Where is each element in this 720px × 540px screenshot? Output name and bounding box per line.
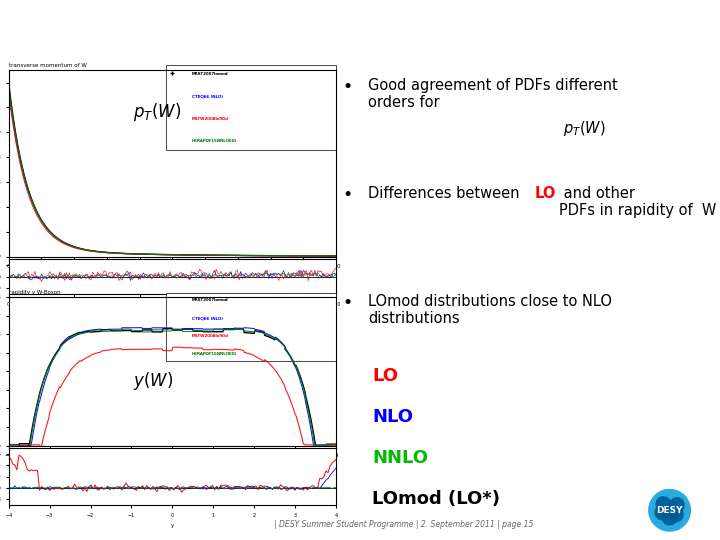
Text: transverse momentum of W: transverse momentum of W — [9, 63, 86, 69]
Text: MSTW2008lo90cl: MSTW2008lo90cl — [192, 334, 230, 338]
Text: Differences between: Differences between — [368, 186, 524, 201]
Text: HERAPDF15NNLOEIG: HERAPDF15NNLOEIG — [192, 139, 238, 143]
Text: •: • — [342, 294, 352, 312]
FancyBboxPatch shape — [166, 65, 336, 150]
Polygon shape — [669, 507, 683, 522]
Text: •: • — [342, 186, 352, 204]
X-axis label: $p_T$ [GeV]: $p_T$ [GeV] — [158, 275, 186, 284]
Text: Results for Different PDFs: W histograms: Results for Different PDFs: W histograms — [9, 21, 496, 41]
Text: MSTW2008lo90cl: MSTW2008lo90cl — [192, 117, 230, 121]
Text: MSTW2008lo90cl: MSTW2008lo90cl — [192, 334, 230, 338]
Text: Good agreement of PDFs different
orders for: Good agreement of PDFs different orders … — [368, 78, 618, 110]
Text: DESY: DESY — [657, 506, 683, 515]
Text: CTEQ66 (NLO): CTEQ66 (NLO) — [192, 94, 223, 98]
Text: MRST2007lomod: MRST2007lomod — [192, 72, 229, 76]
Text: LO: LO — [372, 367, 398, 385]
Text: HERAPDF15NNLOEIG: HERAPDF15NNLOEIG — [192, 352, 238, 356]
Polygon shape — [662, 510, 677, 525]
Text: CTEQ66 (NLO): CTEQ66 (NLO) — [192, 94, 223, 98]
X-axis label: y: y — [171, 523, 174, 528]
X-axis label: y: y — [171, 464, 174, 470]
Text: HERAPDF15NNLOEIG: HERAPDF15NNLOEIG — [192, 352, 238, 356]
Text: and other
PDFs in rapidity of  W as expected: and other PDFs in rapidity of W as expec… — [559, 186, 720, 218]
Text: HERAPDF15NNLOEIG: HERAPDF15NNLOEIG — [192, 139, 238, 143]
Text: LOmod (LO*): LOmod (LO*) — [372, 490, 500, 508]
Text: MRST2007lomod: MRST2007lomod — [192, 299, 229, 302]
Text: NLO: NLO — [372, 408, 413, 426]
Polygon shape — [655, 505, 670, 519]
Text: MRST2007lomod: MRST2007lomod — [192, 299, 229, 302]
Text: $y(W)$: $y(W)$ — [133, 370, 174, 392]
Text: | DESY Summer Student Programme | 2. September 2011 | page 15: | DESY Summer Student Programme | 2. Sep… — [274, 519, 533, 529]
Text: LO: LO — [535, 186, 556, 201]
Text: rapidity y W-Boson: rapidity y W-Boson — [9, 290, 60, 295]
Text: LOmod distributions close to NLO
distributions: LOmod distributions close to NLO distrib… — [368, 294, 612, 326]
Polygon shape — [670, 498, 684, 512]
Text: $p_T(W)$: $p_T(W)$ — [133, 101, 181, 123]
Text: CTEQ66 (NLO): CTEQ66 (NLO) — [192, 316, 223, 320]
FancyBboxPatch shape — [166, 293, 336, 361]
Polygon shape — [656, 497, 670, 511]
Text: MSTW2008lo90cl: MSTW2008lo90cl — [192, 117, 230, 121]
Text: CTEQ66 (NLO): CTEQ66 (NLO) — [192, 316, 223, 320]
X-axis label: $p_T$ [GeV]: $p_T$ [GeV] — [161, 313, 184, 321]
Text: •: • — [342, 78, 352, 96]
Text: $p_T(W)$: $p_T(W)$ — [563, 119, 606, 138]
Text: NNLO: NNLO — [372, 449, 428, 467]
Polygon shape — [649, 490, 690, 531]
Text: MRST2007lomod: MRST2007lomod — [192, 72, 229, 76]
